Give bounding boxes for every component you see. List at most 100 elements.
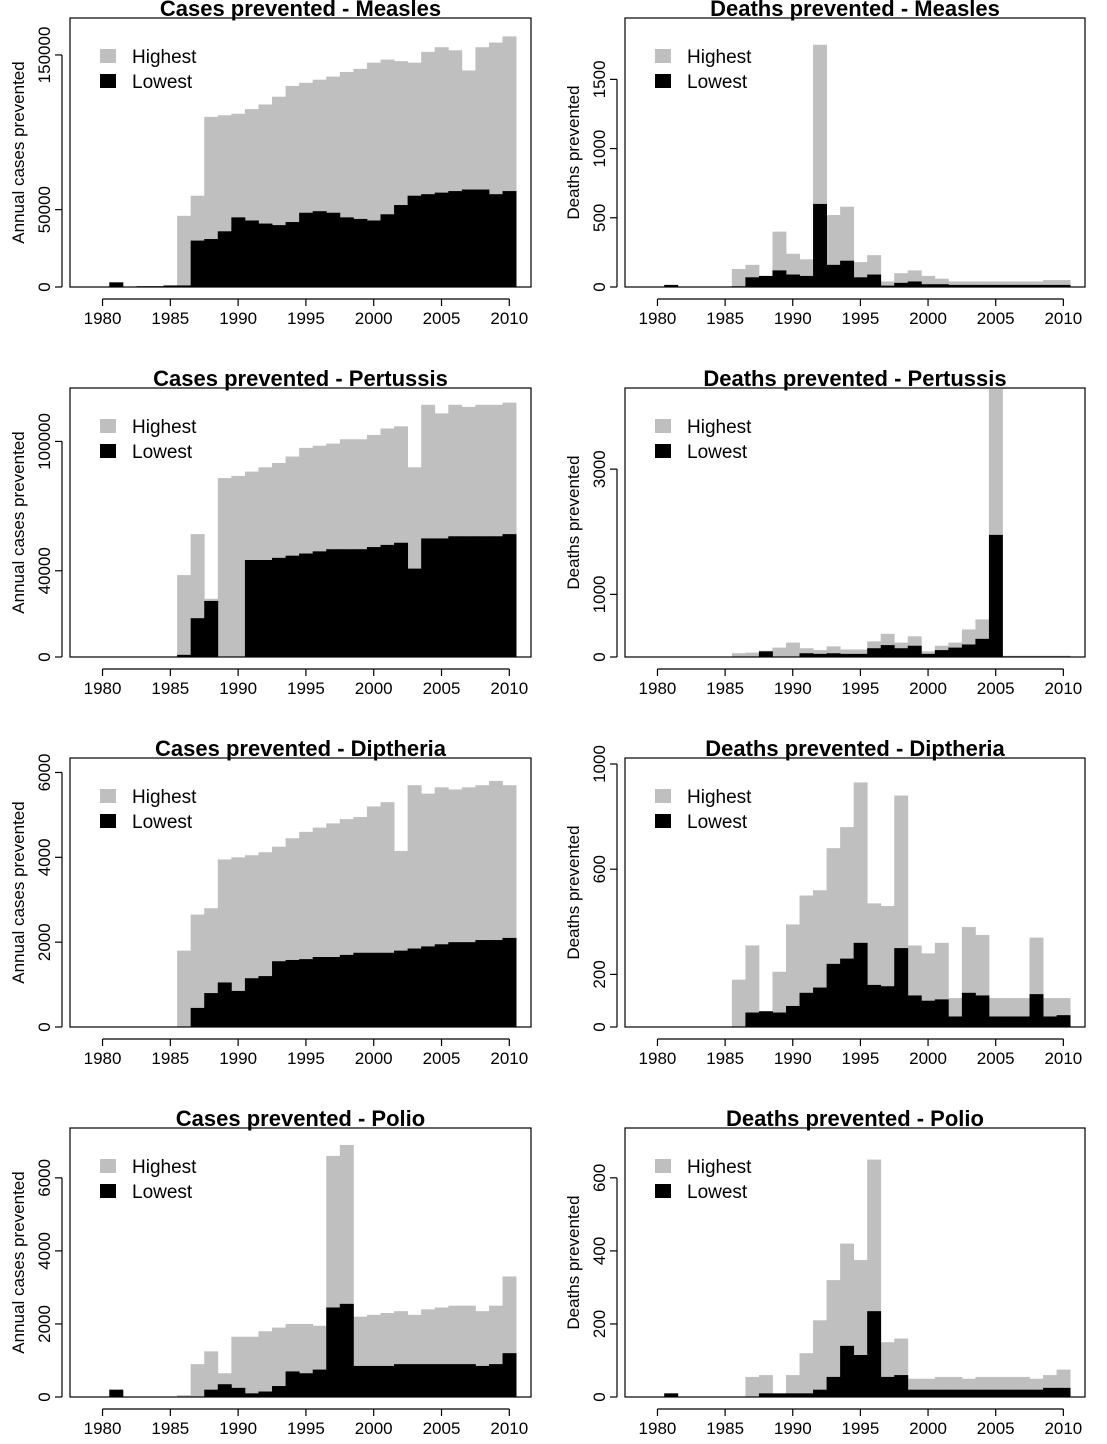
bar-lowest-1988: [204, 1389, 219, 1397]
bar-lowest-2005: [434, 944, 449, 1027]
x-tick-label-1985: 1985: [706, 1419, 744, 1438]
bar-lowest-1987: [745, 277, 760, 287]
bar-lowest-2010: [502, 191, 517, 287]
y-axis-title: Annual cases prevented: [9, 61, 28, 243]
chart-title: Cases prevented - Measles: [160, 0, 441, 21]
bar-lowest-1994: [840, 260, 855, 287]
legend-label-lowest: Lowest: [132, 812, 193, 833]
bar-highest-1997: [880, 281, 895, 287]
chart-title: Cases prevented - Diptheria: [155, 736, 447, 761]
bar-lowest-1992: [258, 976, 273, 1027]
bar-lowest-1992: [813, 987, 827, 1027]
plot-frame: [69, 757, 532, 1028]
x-tick-label-1990: 1990: [774, 1419, 812, 1438]
bar-lowest-1995: [853, 1354, 868, 1397]
legend-swatch-highest: [655, 789, 671, 803]
bar-lowest-1987: [190, 618, 205, 657]
y-tick-label-4000: 4000: [35, 838, 54, 876]
bar-lowest-1981: [664, 1393, 679, 1397]
bar-lowest-2001: [934, 999, 949, 1027]
bar-lowest-2000: [921, 1389, 936, 1397]
chart-panel-2: 1980 1985 1990 1995 2000 2005 2010 0 40000 100000…: [9, 366, 532, 698]
bar-lowest-1981: [109, 282, 124, 287]
bar-lowest-1995: [299, 959, 314, 1027]
bar-lowest-1981: [109, 1389, 124, 1397]
bar-highest-1986: [177, 950, 192, 1027]
bar-lowest-1993: [826, 1376, 841, 1397]
x-tick-label-1980: 1980: [639, 679, 677, 698]
y-axis-title: Deaths prevented: [564, 455, 583, 589]
x-tick-label-2010: 2010: [1044, 1419, 1082, 1438]
x-tick-label-1985: 1985: [151, 309, 189, 328]
bar-highest-1990: [231, 857, 246, 1027]
bar-lowest-1990: [231, 990, 246, 1027]
y-tick-label-500: 500: [590, 204, 609, 232]
bar-lowest-2007: [1016, 1389, 1030, 1397]
bar-lowest-1993: [826, 963, 841, 1027]
bar-lowest-2001: [380, 952, 395, 1027]
bar-lowest-2007: [1016, 1016, 1030, 1027]
bar-lowest-2003: [961, 284, 976, 287]
bar-lowest-2003: [407, 195, 422, 287]
bar-lowest-2004: [975, 995, 990, 1027]
bar-lowest-1997: [326, 957, 341, 1027]
bar-lowest-1993: [272, 1386, 286, 1397]
bar-lowest-2004: [975, 638, 990, 657]
bar-lowest-1992: [258, 223, 273, 287]
y-tick-label-0: 0: [590, 282, 609, 291]
bar-lowest-1994: [840, 653, 855, 657]
y-tick-label-4000: 4000: [35, 1232, 54, 1270]
bar-lowest-1998: [339, 954, 354, 1027]
bar-lowest-2005: [434, 538, 449, 657]
bar-lowest-1992: [813, 653, 827, 657]
bar-highest-2007: [1016, 281, 1030, 287]
bar-lowest-2003: [407, 1364, 422, 1398]
bar-lowest-2009: [488, 194, 503, 287]
x-tick-label-1985: 1985: [151, 1419, 189, 1438]
bar-lowest-1992: [813, 1389, 827, 1397]
legend-label-lowest: Lowest: [132, 1182, 193, 1203]
bar-lowest-2003: [407, 568, 422, 657]
y-tick-label-3000: 3000: [590, 450, 609, 488]
legend-label-highest: Highest: [132, 1157, 197, 1178]
y-axis-title: Deaths prevented: [564, 1195, 583, 1329]
bar-lowest-1990: [786, 1005, 800, 1027]
x-tick-label-1990: 1990: [219, 1049, 257, 1068]
bar-lowest-2000: [921, 653, 936, 657]
legend-swatch-highest: [655, 419, 671, 433]
bar-lowest-1993: [826, 264, 841, 287]
bar-lowest-1987: [190, 240, 205, 287]
bar-highest-2001: [934, 278, 949, 287]
bar-highest-1992: [813, 1320, 827, 1397]
x-tick-label-2005: 2005: [977, 309, 1015, 328]
bar-lowest-1988: [758, 275, 773, 287]
bar-lowest-2000: [921, 284, 936, 287]
bar-lowest-1996: [867, 984, 882, 1027]
legend-swatch-highest: [655, 1159, 671, 1173]
bar-highest-1987: [190, 1364, 205, 1398]
bar-highest-2004: [975, 281, 990, 287]
x-tick-label-1990: 1990: [219, 309, 257, 328]
bar-lowest-1986: [177, 285, 192, 287]
x-tick-label-2000: 2000: [909, 1049, 947, 1068]
bar-lowest-1990: [231, 217, 246, 287]
legend-label-lowest: Lowest: [687, 72, 748, 93]
bar-lowest-1993: [826, 653, 841, 657]
bar-lowest-2002: [948, 1389, 963, 1397]
bar-lowest-1991: [244, 559, 259, 657]
x-tick-label-1985: 1985: [151, 1049, 189, 1068]
bar-lowest-1999: [907, 995, 922, 1027]
legend-swatch-lowest: [100, 814, 116, 828]
bar-highest-1995: [853, 649, 868, 657]
bar-highest-1990: [786, 924, 800, 1027]
bar-lowest-1997: [880, 645, 895, 657]
bar-lowest-2010: [1056, 1015, 1071, 1027]
bar-highest-2006: [1002, 281, 1017, 287]
legend-swatch-lowest: [655, 74, 671, 88]
bar-lowest-1999: [907, 1389, 922, 1397]
x-tick-label-2005: 2005: [423, 1419, 461, 1438]
bar-lowest-2005: [434, 1364, 449, 1398]
bar-highest-1988: [758, 1375, 773, 1397]
x-tick-label-1990: 1990: [774, 1049, 812, 1068]
x-tick-label-2005: 2005: [977, 1049, 1015, 1068]
